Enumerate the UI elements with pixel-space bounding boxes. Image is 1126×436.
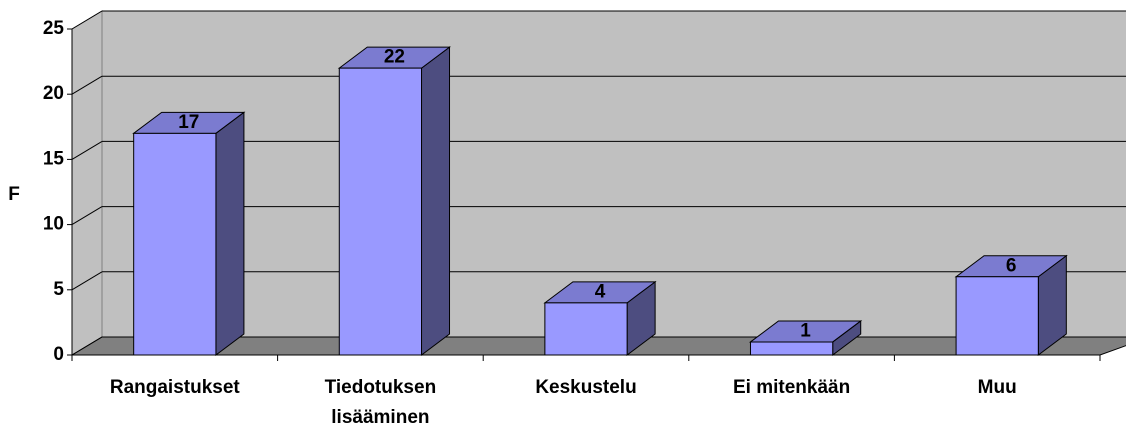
bar-front [955, 276, 1039, 356]
grid-line [71, 10, 103, 30]
bar-front [133, 132, 217, 356]
data-label: 1 [800, 320, 811, 341]
y-tick-label: 5 [53, 279, 64, 300]
bar [748, 319, 863, 356]
data-label: 6 [1006, 255, 1017, 276]
data-label: 22 [384, 47, 405, 68]
data-label: 17 [178, 112, 199, 133]
bar-side [421, 46, 451, 356]
grid-line [71, 336, 103, 356]
y-tick-label: 10 [43, 214, 64, 235]
grid-line [71, 75, 103, 95]
x-tick-label: Rangaistukset [109, 377, 240, 398]
bar-front [749, 341, 834, 356]
grid-line [71, 140, 103, 160]
x-tick-label: Keskustelu [535, 377, 637, 398]
bar [337, 46, 452, 356]
side-wall [71, 10, 103, 356]
bar-front [338, 67, 423, 356]
bar-front [544, 302, 628, 356]
bar [543, 280, 657, 356]
bar [132, 111, 246, 356]
x-tick-label: Ei mitenkään [732, 377, 851, 398]
x-tick-label: Tiedotuksen lisääminen [324, 377, 437, 428]
data-label: 4 [595, 281, 606, 302]
y-tick-label: 25 [43, 18, 65, 39]
y-axis-label: F [8, 184, 20, 205]
y-tick-label: 20 [43, 83, 64, 104]
x-tick-label: Muu [977, 377, 1017, 398]
y-tick-label: 0 [53, 344, 64, 365]
bar-side [215, 111, 245, 356]
grid-line [71, 271, 103, 291]
y-tick-label: 15 [43, 148, 65, 169]
bar [954, 254, 1068, 356]
grid-line [71, 206, 103, 226]
